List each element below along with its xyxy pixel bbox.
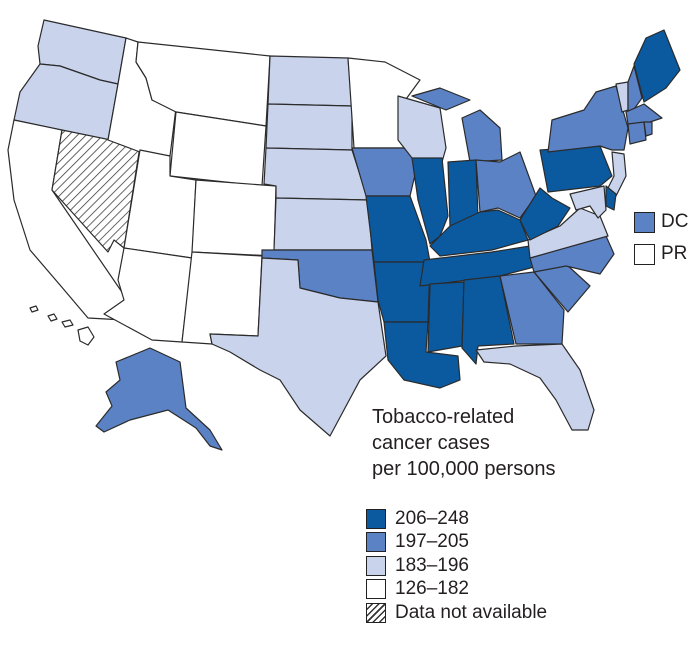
- legend-swatch: [366, 532, 386, 553]
- state-NE: [263, 147, 369, 201]
- legend-label: 206–248: [395, 507, 469, 529]
- legend-title-line-1: Tobacco-related: [372, 406, 515, 428]
- state-TX: [209, 257, 387, 437]
- territory-label: PR: [661, 243, 688, 264]
- state-PA: [539, 145, 613, 193]
- legend-swatch: [366, 602, 386, 623]
- legend-swatch: [366, 555, 386, 576]
- legend-item: 183–196: [366, 554, 547, 578]
- state-NY: [547, 85, 629, 153]
- state-ND: [267, 55, 353, 107]
- territory-pr: PR: [634, 243, 687, 265]
- state-MO: [365, 195, 431, 263]
- state-AR: [373, 261, 431, 323]
- state-MD: [569, 185, 607, 219]
- legend-label: 197–205: [395, 531, 469, 553]
- state-GA: [499, 271, 565, 345]
- legend-swatch: [366, 508, 386, 529]
- territory-dc: DC: [634, 211, 688, 233]
- state-DE: [605, 185, 617, 211]
- state-IA: [351, 147, 419, 197]
- state-SD: [265, 103, 353, 151]
- legend-item: 197–205: [366, 531, 547, 555]
- state-MS: [427, 281, 465, 353]
- legend-label: Data not available: [395, 601, 548, 623]
- state-CO: [191, 179, 277, 257]
- state-MI: [411, 87, 503, 163]
- state-HI: [29, 305, 95, 346]
- state-NH: [627, 65, 643, 113]
- state-KS: [273, 197, 373, 251]
- legend-item: 126–182: [366, 578, 547, 602]
- territory-swatch: [634, 243, 655, 265]
- state-AK: [95, 347, 223, 451]
- state-CT: [627, 121, 647, 145]
- state-LA: [383, 321, 461, 389]
- legend-label: 126–182: [395, 578, 469, 600]
- state-WV: [519, 187, 571, 241]
- state-MA: [625, 103, 663, 125]
- territory-swatch: [634, 211, 655, 233]
- legend-title-line-3: per 100,000 persons: [372, 458, 556, 480]
- legend-title: Tobacco-related cancer cases per 100,000…: [372, 404, 555, 482]
- legend-swatch: [366, 579, 386, 600]
- legend-label: 183–196: [395, 554, 469, 576]
- state-RI: [643, 121, 653, 137]
- state-FL: [475, 343, 595, 431]
- legend-title-line-2: cancer cases: [372, 432, 490, 454]
- state-NM: [181, 251, 263, 345]
- legend: 206–248 197–205 183–196 126–182 Data not…: [366, 507, 547, 625]
- state-ME: [633, 29, 681, 103]
- territory-label: DC: [661, 211, 689, 232]
- legend-item: 206–248: [366, 507, 547, 531]
- legend-item: Data not available: [366, 601, 547, 625]
